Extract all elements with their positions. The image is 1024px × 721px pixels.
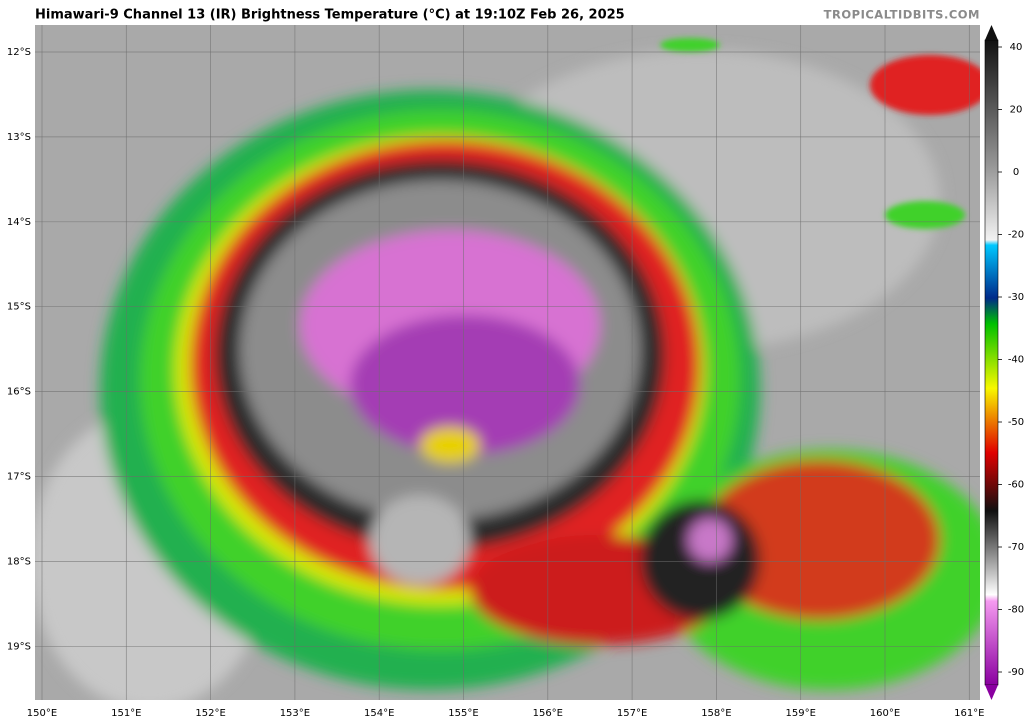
colorbar-tick-label: -30	[1008, 292, 1024, 303]
longitude-label: 161°E	[954, 708, 984, 719]
colorbar-tick-label: -80	[1008, 605, 1024, 616]
latitude-label: 15°S	[7, 302, 31, 313]
latitude-label: 12°S	[7, 47, 31, 58]
colorbar-tick-label: 40	[1010, 42, 1023, 53]
watermark: TROPICALTIDBITS.COM	[824, 8, 980, 22]
longitude-label: 154°E	[364, 708, 394, 719]
longitude-label: 159°E	[785, 708, 815, 719]
colorbar-tick-label: -60	[1008, 480, 1024, 491]
longitude-label: 156°E	[533, 708, 563, 719]
colorbar-tick-label: -50	[1008, 417, 1024, 428]
colorbar-tick-label: -20	[1008, 230, 1024, 241]
latitude-label: 13°S	[7, 132, 31, 143]
longitude-label: 150°E	[27, 708, 57, 719]
longitude-label: 160°E	[870, 708, 900, 719]
title: Himawari-9 Channel 13 (IR) Brightness Te…	[35, 8, 625, 23]
longitude-label: 158°E	[701, 708, 731, 719]
longitude-label: 155°E	[448, 708, 478, 719]
colorbar-tick-label: -90	[1008, 667, 1024, 678]
colorbar-scale	[984, 39, 999, 686]
longitude-label: 157°E	[617, 708, 647, 719]
satellite-imagery	[35, 25, 980, 700]
colorbar-tick-label: 0	[1013, 167, 1019, 178]
axis-labels: 12°S 13°S 14°S 15°S 16°S 17°S 18°S 19°S 150°E 151…	[7, 47, 985, 719]
longitude-label: 152°E	[195, 708, 225, 719]
latitude-label: 18°S	[7, 556, 31, 567]
colorbar: 40 20 0 -20 -30 -40 -50 -60 -70 -80 -90	[984, 25, 1024, 700]
colorbar-tick-label: -40	[1008, 355, 1024, 366]
colorbar-tick-label: 20	[1010, 105, 1023, 116]
graticule	[35, 25, 980, 700]
colorbar-cap	[985, 25, 998, 40]
colorbar-tick-label: -70	[1008, 542, 1024, 553]
longitude-label: 153°E	[280, 708, 310, 719]
latitude-label: 19°S	[7, 641, 31, 652]
colorbar-cap	[985, 685, 998, 700]
latitude-label: 16°S	[7, 387, 31, 398]
longitude-label: 151°E	[111, 708, 141, 719]
latitude-label: 14°S	[7, 217, 31, 228]
latitude-label: 17°S	[7, 472, 31, 483]
